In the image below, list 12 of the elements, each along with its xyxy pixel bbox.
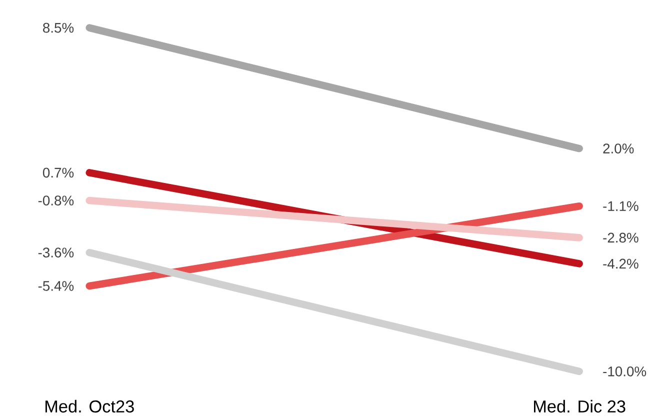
data-label: -5.4% [38, 281, 74, 291]
x-tick-label: Med. Oct23 [46, 400, 134, 413]
data-label: -3.6% [38, 248, 74, 258]
data-label: 8.5% [43, 22, 74, 33]
data-label: -0.8% [38, 196, 74, 206]
x-tick-label: Med. Dic 23 [534, 400, 626, 413]
data-label: -10.0% [603, 366, 646, 376]
data-label: 2.0% [603, 144, 634, 154]
data-label: 0.7% [42, 168, 74, 178]
data-label: -2.8% [603, 232, 638, 243]
data-label: -1.1% [603, 201, 638, 211]
data-label: -4.2% [603, 258, 638, 269]
